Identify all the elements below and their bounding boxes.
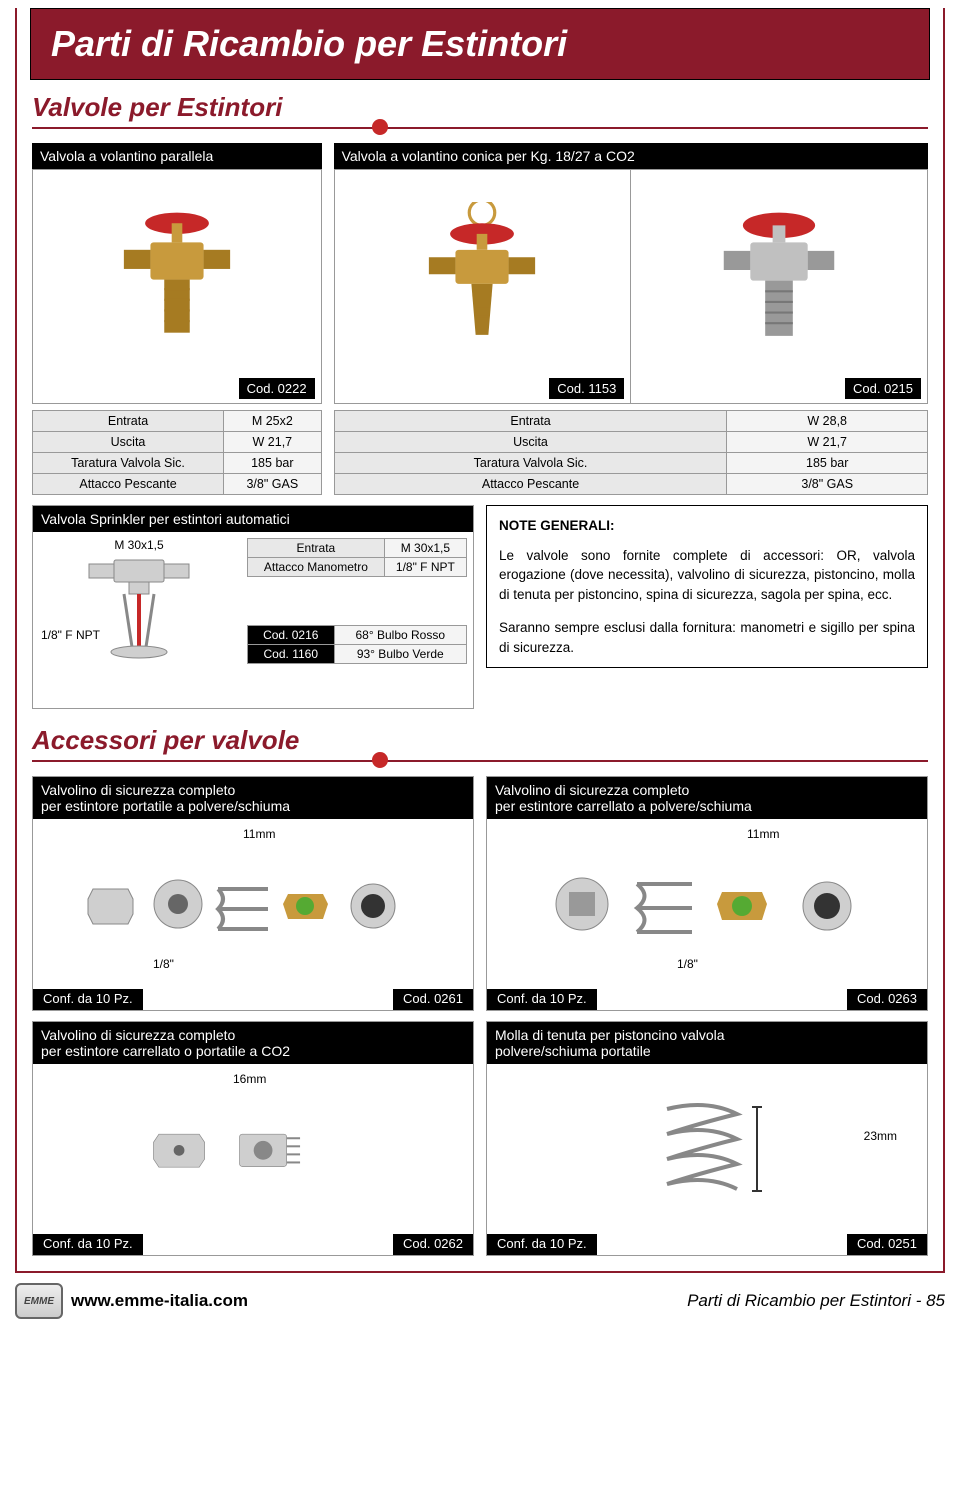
acc-header-line2: per estintore carrellato a polvere/schiu… <box>495 798 919 814</box>
acc-row-2: Valvolino di sicurezza completo per esti… <box>32 1021 928 1256</box>
spec-cell: M 30x1,5 <box>384 539 466 558</box>
valve-right-header: Valvola a volantino conica per Kg. 18/27… <box>334 143 928 169</box>
acc-0261: Valvolino di sicurezza completo per esti… <box>32 776 474 1011</box>
spec-cell: W 28,8 <box>727 411 928 432</box>
dim-16mm: 16mm <box>233 1072 266 1086</box>
spec-table-left: EntrataM 25x2 UscitaW 21,7 Taratura Valv… <box>32 410 322 495</box>
dim-18: 1/8" <box>153 957 174 971</box>
note-heading: NOTE GENERALI: <box>499 518 615 533</box>
spec-cell: 1/8" F NPT <box>384 558 466 577</box>
acc-header-line1: Molla di tenuta per pistoncino valvola <box>495 1027 919 1043</box>
heading-rule-2 <box>32 760 928 762</box>
spec-cell: 3/8" GAS <box>224 474 322 495</box>
conf-tag: Conf. da 10 Pz. <box>487 1232 597 1255</box>
cod-0263: Cod. 0263 <box>847 987 927 1010</box>
cod-0222: Cod. 0222 <box>239 378 315 399</box>
acc-row-1: Valvolino di sicurezza completo per esti… <box>32 776 928 1011</box>
brand-logo-icon: EMME <box>15 1283 63 1319</box>
heading-dot-icon <box>372 119 388 135</box>
co2-valvolino-icon <box>132 1099 374 1199</box>
spec-cell: W 21,7 <box>727 432 928 453</box>
acc-header-line1: Valvolino di sicurezza completo <box>41 782 465 798</box>
page-footer: EMME www.emme-italia.com Parti di Ricamb… <box>15 1283 945 1319</box>
valve-row: Valvola a volantino parallela Cod. 0222 … <box>32 143 928 404</box>
spec-cell: W 21,7 <box>224 432 322 453</box>
cod-0251: Cod. 0251 <box>847 1232 927 1255</box>
cod-1153: Cod. 1153 <box>549 378 624 399</box>
acc-0262: Valvolino di sicurezza completo per esti… <box>32 1021 474 1256</box>
valve-img-0222: Cod. 0222 <box>32 169 322 404</box>
sprinkler-spec-table: EntrataM 30x1,5 Attacco Manometro1/8" F … <box>247 538 467 577</box>
spec-cell: Uscita <box>334 432 727 453</box>
page-frame: Parti di Ricambio per Estintori Valvole … <box>15 8 945 1273</box>
heading-dot-icon <box>372 752 388 768</box>
spec-cell: 93° Bulbo Verde <box>334 645 466 664</box>
cod-0215: Cod. 0215 <box>845 378 921 399</box>
valve-left-header: Valvola a volantino parallela <box>32 143 322 169</box>
spec-cell: Taratura Valvola Sic. <box>334 453 727 474</box>
sprinkler-box: Valvola Sprinkler per estintori automati… <box>32 505 474 709</box>
spec-cell: Entrata <box>33 411 224 432</box>
spec-cell: 68° Bulbo Rosso <box>334 626 466 645</box>
acc-0251-header: Molla di tenuta per pistoncino valvola p… <box>487 1022 927 1064</box>
page-title: Parti di Ricambio per Estintori <box>30 8 930 80</box>
sprinkler-npt-label: 1/8" F NPT <box>41 628 100 642</box>
acc-0262-header: Valvolino di sicurezza completo per esti… <box>33 1022 473 1064</box>
spec-cell: Taratura Valvola Sic. <box>33 453 224 474</box>
sprinkler-cod-table: Cod. 021668° Bulbo Rosso Cod. 116093° Bu… <box>247 625 467 664</box>
acc-0263-header: Valvolino di sicurezza completo per esti… <box>487 777 927 819</box>
valvolino-parts-icon <box>520 854 894 954</box>
spec-cell: 3/8" GAS <box>727 474 928 495</box>
acc-0251: Molla di tenuta per pistoncino valvola p… <box>486 1021 928 1256</box>
spec-cell: Entrata <box>334 411 727 432</box>
acc-header-line1: Valvolino di sicurezza completo <box>41 1027 465 1043</box>
spec-cell: M 25x2 <box>224 411 322 432</box>
valve-img-1153: Cod. 1153 <box>334 169 631 404</box>
valve-img-0215: Cod. 0215 <box>630 169 928 404</box>
dim-11mm: 11mm <box>243 827 275 841</box>
silver-valve-icon <box>714 202 844 372</box>
cod-0262: Cod. 0262 <box>393 1232 473 1255</box>
section-heading-accessori: Accessori per valvole <box>32 725 928 756</box>
brass-valve-icon <box>112 202 242 372</box>
dim-18: 1/8" <box>677 957 698 971</box>
cod-0261: Cod. 0261 <box>393 987 473 1010</box>
acc-header-line2: per estintore portatile a polvere/schium… <box>41 798 465 814</box>
acc-header-line2: per estintore carrellato o portatile a C… <box>41 1043 465 1059</box>
footer-url: www.emme-italia.com <box>71 1291 248 1311</box>
note-p2: Saranno sempre esclusi dalla fornitura: … <box>499 618 915 657</box>
cod-1160: Cod. 1160 <box>248 645 335 664</box>
conf-tag: Conf. da 10 Pz. <box>487 987 597 1010</box>
section-heading-valvole: Valvole per Estintori <box>32 92 928 123</box>
valvolino-parts-icon <box>66 854 440 954</box>
sprinkler-icon <box>74 552 204 697</box>
dim-23mm: 23mm <box>864 1129 897 1143</box>
spec-cell: Entrata <box>248 539 385 558</box>
acc-header-line1: Valvolino di sicurezza completo <box>495 782 919 798</box>
conf-tag: Conf. da 10 Pz. <box>33 1232 143 1255</box>
note-p1: Le valvole sono fornite complete di acce… <box>499 546 915 605</box>
note-box: NOTE GENERALI: Le valvole sono fornite c… <box>486 505 928 668</box>
cod-0216: Cod. 0216 <box>248 626 335 645</box>
acc-header-line2: polvere/schiuma portatile <box>495 1043 919 1059</box>
spec-cell: Attacco Manometro <box>248 558 385 577</box>
brass-valve-ring-icon <box>417 202 547 372</box>
spec-cell: 185 bar <box>727 453 928 474</box>
spec-table-right: EntrataW 28,8 UscitaW 21,7 Taratura Valv… <box>334 410 928 495</box>
sprinkler-m30-label: M 30x1,5 <box>39 538 239 552</box>
sprinkler-note-row: Valvola Sprinkler per estintori automati… <box>32 505 928 709</box>
spec-cell: Attacco Pescante <box>33 474 224 495</box>
acc-0263: Valvolino di sicurezza completo per esti… <box>486 776 928 1011</box>
conf-tag: Conf. da 10 Pz. <box>33 987 143 1010</box>
spec-cell: Uscita <box>33 432 224 453</box>
acc-0261-header: Valvolino di sicurezza completo per esti… <box>33 777 473 819</box>
heading-rule <box>32 127 928 129</box>
spec-row: EntrataM 25x2 UscitaW 21,7 Taratura Valv… <box>32 410 928 495</box>
dim-11mm: 11mm <box>747 827 779 841</box>
footer-page-ref: Parti di Ricambio per Estintori - 85 <box>687 1291 945 1311</box>
sprinkler-header: Valvola Sprinkler per estintori automati… <box>33 506 473 532</box>
spring-icon <box>627 1089 787 1209</box>
spec-cell: Attacco Pescante <box>334 474 727 495</box>
spec-cell: 185 bar <box>224 453 322 474</box>
